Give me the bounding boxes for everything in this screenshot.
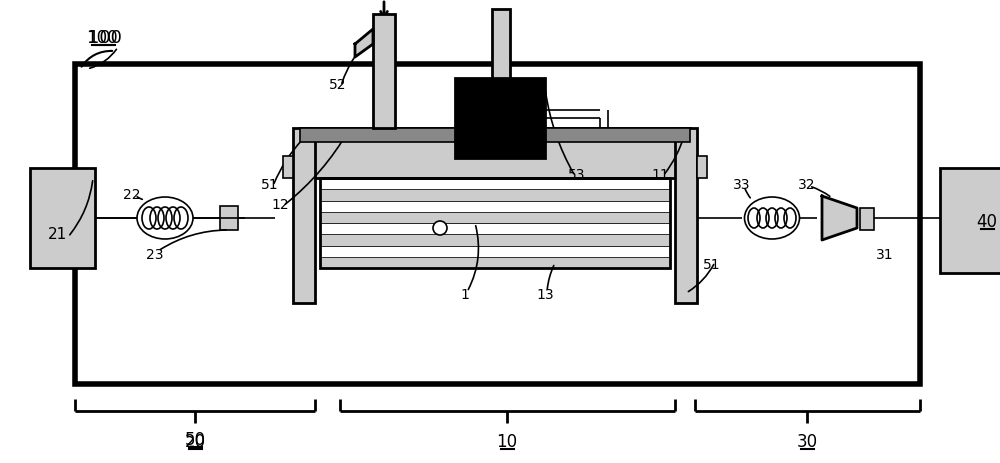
Bar bbox=[675, 129, 697, 303]
Text: 33: 33 bbox=[733, 178, 751, 192]
Text: 31: 31 bbox=[876, 247, 894, 262]
Text: 50: 50 bbox=[185, 430, 206, 448]
Text: 100: 100 bbox=[86, 29, 118, 47]
Bar bbox=[320, 190, 670, 201]
Text: 10: 10 bbox=[496, 432, 518, 450]
Circle shape bbox=[433, 221, 447, 236]
Bar bbox=[300, 129, 690, 143]
Bar bbox=[75, 65, 920, 384]
Bar bbox=[283, 156, 293, 179]
Text: 13: 13 bbox=[536, 288, 554, 301]
Bar bbox=[320, 246, 670, 257]
Text: 22: 22 bbox=[123, 188, 141, 201]
Text: 30: 30 bbox=[796, 432, 818, 450]
Text: 23: 23 bbox=[146, 247, 164, 262]
Text: 40: 40 bbox=[976, 213, 998, 231]
Bar bbox=[940, 169, 1000, 274]
Bar bbox=[492, 10, 510, 94]
Bar bbox=[860, 208, 874, 231]
Bar bbox=[320, 235, 670, 246]
Text: 12: 12 bbox=[271, 198, 289, 212]
Text: 20: 20 bbox=[184, 432, 206, 450]
Bar bbox=[293, 129, 315, 303]
Bar bbox=[320, 224, 670, 235]
Ellipse shape bbox=[137, 198, 193, 239]
Ellipse shape bbox=[744, 198, 800, 239]
Text: 11: 11 bbox=[651, 168, 669, 181]
Text: 51: 51 bbox=[703, 257, 721, 271]
Text: 21: 21 bbox=[47, 227, 67, 242]
Text: 32: 32 bbox=[798, 178, 816, 192]
Bar bbox=[373, 15, 395, 129]
Bar bbox=[320, 179, 670, 269]
Bar bbox=[455, 79, 545, 159]
Text: 53: 53 bbox=[568, 168, 586, 181]
Bar bbox=[30, 169, 95, 269]
Text: 51: 51 bbox=[261, 178, 279, 192]
Bar bbox=[697, 156, 707, 179]
Bar bbox=[320, 257, 670, 269]
Bar bbox=[320, 179, 670, 190]
Text: 100: 100 bbox=[88, 29, 122, 47]
Bar bbox=[320, 201, 670, 213]
Bar bbox=[320, 213, 670, 224]
Polygon shape bbox=[355, 30, 373, 58]
Text: 52: 52 bbox=[329, 78, 347, 92]
Polygon shape bbox=[822, 197, 857, 240]
Bar bbox=[220, 206, 238, 231]
Bar bbox=[300, 129, 690, 179]
Text: 1: 1 bbox=[461, 288, 469, 301]
